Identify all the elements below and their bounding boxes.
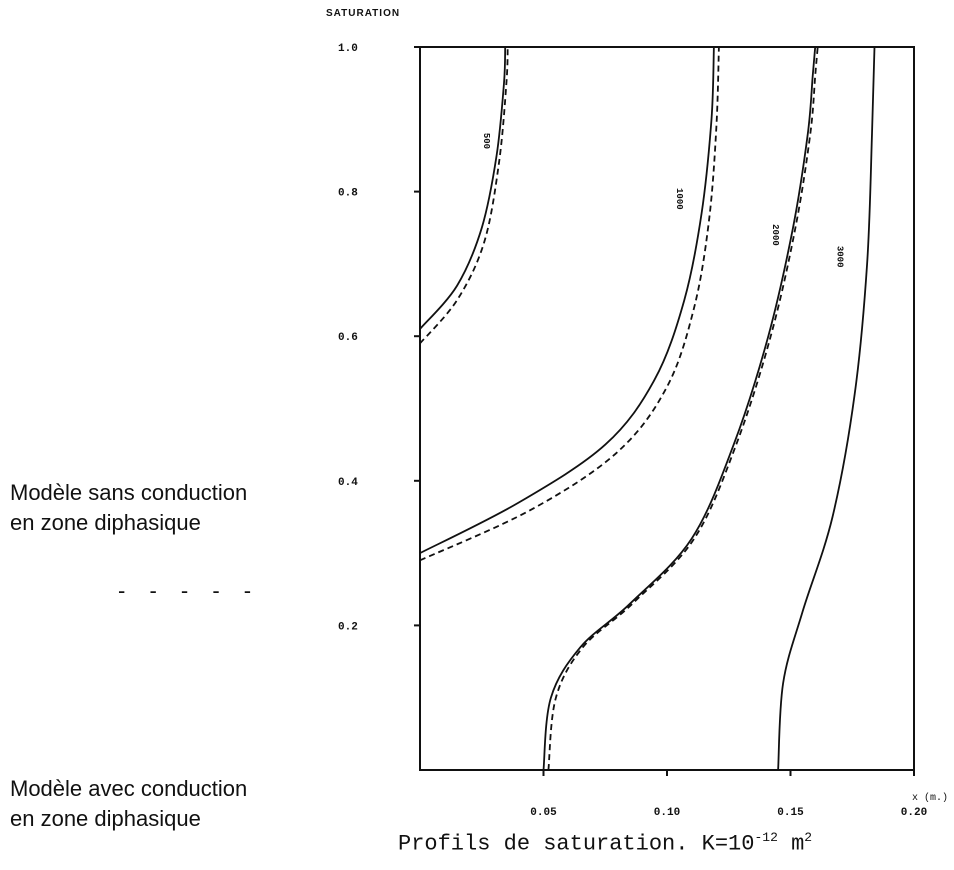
series-line-2000-dashed [547, 46, 819, 771]
curve-label: 3000 [834, 246, 844, 268]
legend-dashed-label: Modèle avec conduction en zone diphasiqu… [10, 774, 247, 834]
series-line-1000-solid [419, 46, 715, 554]
series-line-500-solid [419, 46, 507, 330]
x-tick-label: 0.20 [901, 807, 927, 819]
y-axis-ticks: 0.2 0.4 0.6 0.8 1.0 [338, 43, 420, 633]
y-tick-label: 0.8 [338, 188, 358, 200]
series-line-2000-solid [542, 46, 817, 771]
legend-solid-line2: en zone diphasique [10, 510, 201, 535]
series-line-1000-dashed [419, 46, 720, 562]
chart-caption: Profils de saturation. K=10-12 m2 [398, 830, 812, 856]
series-line-3000-solid [777, 46, 876, 771]
x-tick-label: 0.05 [530, 807, 557, 819]
series-layer [419, 46, 876, 771]
legend-dashed-line2: en zone diphasique [10, 806, 201, 831]
legend-dashed-line1: Modèle avec conduction [10, 776, 248, 801]
caption-prefix: Profils de saturation. K=10 [398, 831, 755, 857]
series-line-500-dashed [419, 46, 509, 344]
y-tick-label: 1.0 [338, 43, 358, 55]
x-axis-title: x (m.) [912, 792, 948, 804]
y-axis-title: SATURATION [326, 8, 400, 19]
curve-label: 500 [481, 133, 491, 149]
curve-labels: 500 1000 2000 3000 [481, 133, 844, 268]
caption-unit: m [791, 831, 805, 857]
y-tick-label: 0.6 [338, 332, 358, 344]
y-tick-label: 0.2 [338, 621, 358, 633]
x-tick-label: 0.10 [654, 807, 680, 819]
plot-frame [419, 46, 915, 771]
caption-unit-exponent: 2 [804, 830, 813, 845]
curve-label: 1000 [674, 188, 684, 210]
y-tick-label: 0.4 [338, 477, 358, 489]
legend-dash-sample: - - - - - [118, 578, 261, 603]
x-tick-label: 0.15 [777, 807, 804, 819]
curve-label: 2000 [770, 224, 780, 246]
legend-solid-line1: Modèle sans conduction [10, 480, 248, 505]
x-axis-ticks: 0.05 0.10 0.15 0.20 [530, 770, 927, 819]
caption-exponent: -12 [754, 830, 778, 845]
legend-solid-label: Modèle sans conduction en zone diphasiqu… [10, 478, 247, 538]
